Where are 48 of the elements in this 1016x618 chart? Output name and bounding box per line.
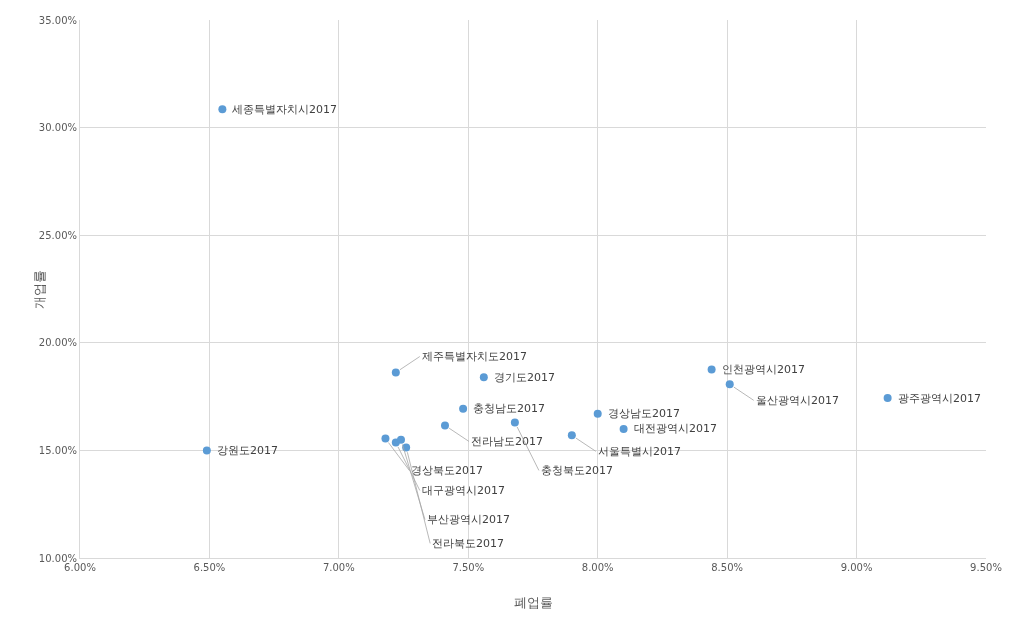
annotation: 충청북도2017 [541, 464, 613, 477]
x-tick-label: 8.50% [711, 562, 744, 573]
annotation: 전라남도2017 [471, 435, 543, 448]
x-tick-label: 8.00% [581, 562, 614, 573]
x-tick-label: 7.50% [452, 562, 485, 573]
annotation: 세종특별자치시2017 [232, 103, 337, 116]
y-tick-label: 15.00% [38, 444, 77, 456]
y-tick-label: 25.00% [38, 229, 77, 241]
point [725, 380, 734, 389]
x-tick-label: 9.00% [840, 562, 873, 573]
y-tick-label: 35.00% [38, 14, 77, 26]
point [440, 421, 449, 430]
annotation: 경상남도2017 [608, 407, 680, 420]
annotation: 부산광역시2017 [427, 513, 510, 526]
annotation: 강원도2017 [217, 444, 278, 457]
point [707, 365, 716, 374]
annotation: 경상북도2017 [411, 464, 483, 477]
y-axis-title: 개업률 [32, 269, 47, 309]
annotation: 대전광역시2017 [634, 422, 717, 435]
y-tick-label: 30.00% [38, 122, 77, 134]
annotation: 서울특별시2017 [598, 445, 681, 458]
point [619, 424, 628, 433]
point [396, 435, 405, 444]
point [391, 368, 400, 377]
x-tick-label: 6.50% [193, 562, 226, 573]
annotation: 전라북도2017 [432, 537, 504, 550]
annotation: 제주특별자치도2017 [422, 350, 527, 363]
point [567, 431, 576, 440]
annotation: 울산광역시2017 [756, 394, 839, 407]
x-tick-label: 6.00% [64, 562, 96, 573]
annotation: 대구광역시2017 [422, 484, 505, 497]
point [479, 373, 488, 382]
point [381, 434, 390, 443]
annotation: 광주광역시2017 [898, 392, 981, 405]
y-tick-label: 20.00% [38, 337, 77, 349]
point [459, 404, 468, 413]
x-tick-label: 9.50% [970, 562, 1002, 573]
point [510, 418, 519, 427]
point [218, 105, 227, 114]
annotation: 충청남도2017 [473, 402, 545, 415]
annotation: 경기도2017 [494, 371, 555, 384]
annotation: 인천광역시2017 [722, 363, 805, 376]
x-axis-title: 폐업률 [513, 595, 553, 610]
x-tick-label: 7.00% [322, 562, 355, 573]
point [883, 394, 892, 403]
y-tick-label: 10.00% [38, 552, 77, 564]
point [593, 409, 602, 418]
point [202, 446, 211, 455]
